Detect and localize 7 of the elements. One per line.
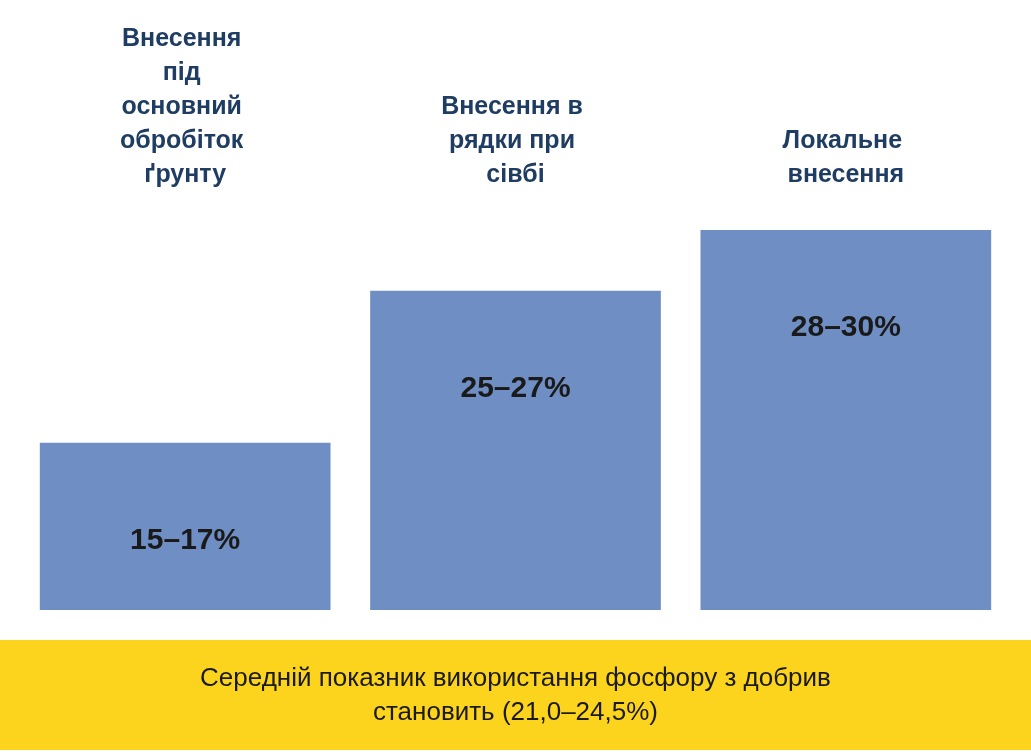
annotation: 15–17% — [130, 521, 241, 555]
annotation: 25–27% — [460, 369, 571, 403]
x-tick-label: Внесення в рядки при сівбі — [441, 91, 590, 187]
annotation: 28–30% — [790, 309, 901, 342]
x-tick-label: Внесення під основний обробіток ґрунту — [120, 23, 251, 187]
x-tick-label: Локальне внесення — [782, 125, 910, 187]
text: Середній показник використання фосфору з добрив становить (21,0–24,5%) — [0, 640, 1031, 750]
